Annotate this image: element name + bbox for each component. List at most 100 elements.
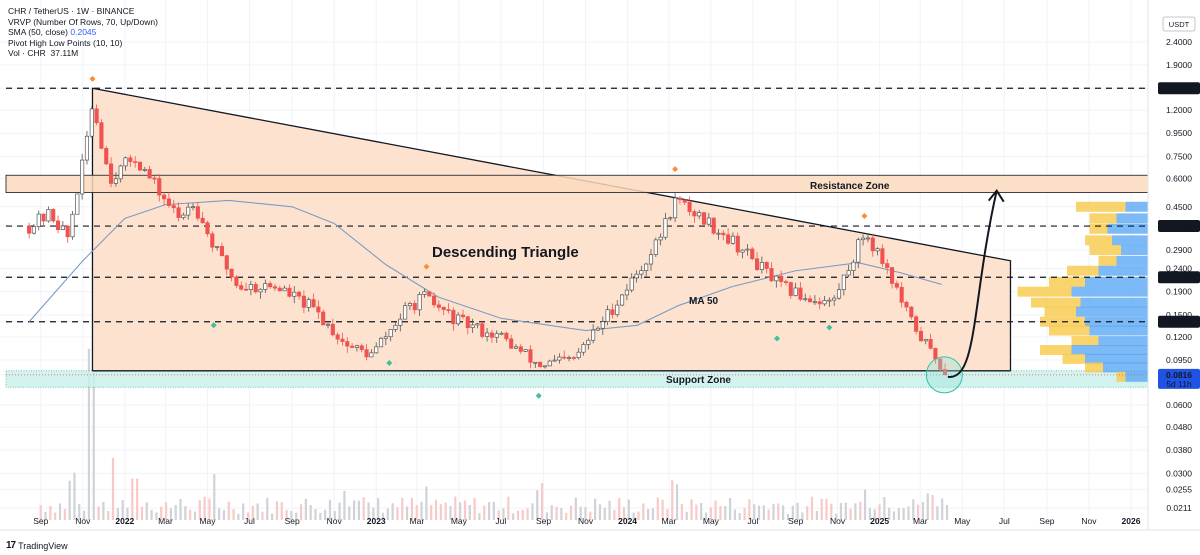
time-tick-label: Sep [1039, 516, 1054, 526]
volume-bar [907, 506, 910, 520]
volume-bar [309, 505, 312, 520]
volume-bar [839, 502, 843, 520]
candle-body [870, 237, 875, 252]
candle-body [610, 309, 615, 315]
candle-body [60, 225, 65, 230]
volume-bar [468, 504, 471, 520]
volume-bar [661, 499, 664, 520]
candle-body [885, 263, 890, 268]
candle-body [147, 169, 152, 179]
level-price-label: 1.5000 [1166, 84, 1192, 94]
candle-body [248, 284, 253, 290]
candle-body [378, 337, 384, 348]
volume-bar [753, 504, 756, 520]
candle-body [783, 281, 789, 283]
candle-body [798, 287, 803, 300]
candle-body [923, 339, 928, 342]
tradingview-footer[interactable]: 17 TradingView [6, 540, 68, 551]
volume-bar [632, 512, 635, 520]
volume-bar [791, 505, 794, 520]
volume-indicator-line[interactable]: Vol · CHR 37.11M [8, 48, 158, 59]
volume-bar [786, 513, 790, 520]
volume-bar [193, 511, 197, 520]
volume-bar [569, 505, 573, 520]
volume-bar [835, 513, 838, 520]
tradingview-logo-icon: 17 [6, 540, 16, 551]
candle-body [456, 314, 461, 325]
level-price-badge [1158, 271, 1200, 284]
volume-bar [878, 504, 881, 520]
volume-bar [820, 498, 823, 520]
volume-bar [598, 504, 602, 520]
time-tick-label: Mar [913, 516, 928, 526]
candle-body [730, 235, 735, 244]
volume-bar [478, 513, 481, 520]
candle-body [41, 213, 46, 222]
volume-bar [87, 348, 91, 520]
pivot-low-marker [386, 360, 393, 367]
candle-body [104, 147, 109, 165]
candle-body [523, 349, 528, 352]
volume-bar [160, 506, 163, 520]
candle-body [80, 159, 85, 195]
symbol-line[interactable]: CHR / TetherUS · 1W · BINANCE [8, 6, 135, 16]
price-axis[interactable]: 2.4000 1.9000 1.5000 1.2000 0.9500 0.7500 0.60… [1147, 0, 1200, 530]
candle-body [673, 197, 678, 219]
vp-bar-up [1098, 265, 1148, 276]
candle-body [224, 255, 229, 270]
candle-body [229, 268, 234, 278]
volume-bar [54, 512, 57, 520]
candle-body [388, 329, 393, 338]
vrvp-indicator-line[interactable]: VRVP (Number Of Rows, 70, Up/Down) [8, 16, 158, 27]
last-price-badge [1158, 368, 1200, 389]
candle-body [817, 301, 822, 305]
candlesticks[interactable] [27, 104, 948, 376]
volume-bar [425, 486, 428, 520]
volume-bar [941, 498, 944, 520]
time-tick-label: Mar [410, 516, 425, 526]
scale-badge[interactable] [1162, 16, 1196, 32]
candle-body [393, 324, 398, 330]
pivot-markers [89, 75, 868, 399]
time-tick-label: Mar [158, 516, 173, 526]
volume-bar [174, 505, 177, 520]
volume-bar [762, 505, 765, 520]
volume-bar [391, 503, 394, 520]
volume-bar [743, 507, 746, 520]
volume-bar [275, 501, 279, 520]
candle-body [909, 306, 914, 318]
vp-bar-down [1089, 213, 1117, 224]
candle-body [562, 356, 567, 359]
candle-body [432, 295, 437, 306]
sma-indicator-line[interactable]: SMA (50, close) 0.2045 [8, 27, 158, 38]
candle-body [875, 248, 880, 252]
candle-body [94, 108, 99, 124]
volume-bar [222, 510, 226, 520]
vp-bar-down [1031, 297, 1081, 308]
vol-label: Vol · CHR [8, 48, 46, 59]
candle-body [31, 226, 36, 234]
vp-bar-down [1076, 201, 1126, 212]
volume-bar [695, 504, 698, 520]
candle-body [533, 361, 538, 364]
candle-body [880, 248, 885, 264]
price-tick-label: 1.9000 [1166, 60, 1192, 70]
candle-body [624, 289, 629, 296]
time-tick-label: Jul [999, 516, 1010, 526]
candle-body [99, 122, 104, 149]
vp-bar-down [1040, 345, 1072, 356]
price-tick-label: 0.1500 [1166, 310, 1192, 320]
candle-body [812, 301, 817, 304]
time-axis[interactable]: Sep Nov 2022 Mar May Jul Sep Nov 2023 Mar May Jul Se… [0, 516, 1200, 531]
candle-body [84, 135, 90, 161]
volume-bar [888, 507, 891, 520]
vp-bar-up [1125, 371, 1148, 382]
volume-bar [892, 511, 896, 520]
candle-body [701, 212, 707, 225]
pivot-indicator-line[interactable]: Pivot High Low Points (10, 10) [8, 37, 123, 48]
time-tick-label: Sep [33, 516, 48, 526]
candle-body [157, 178, 162, 196]
volume-bar [733, 509, 737, 520]
volume-bar [169, 508, 172, 520]
